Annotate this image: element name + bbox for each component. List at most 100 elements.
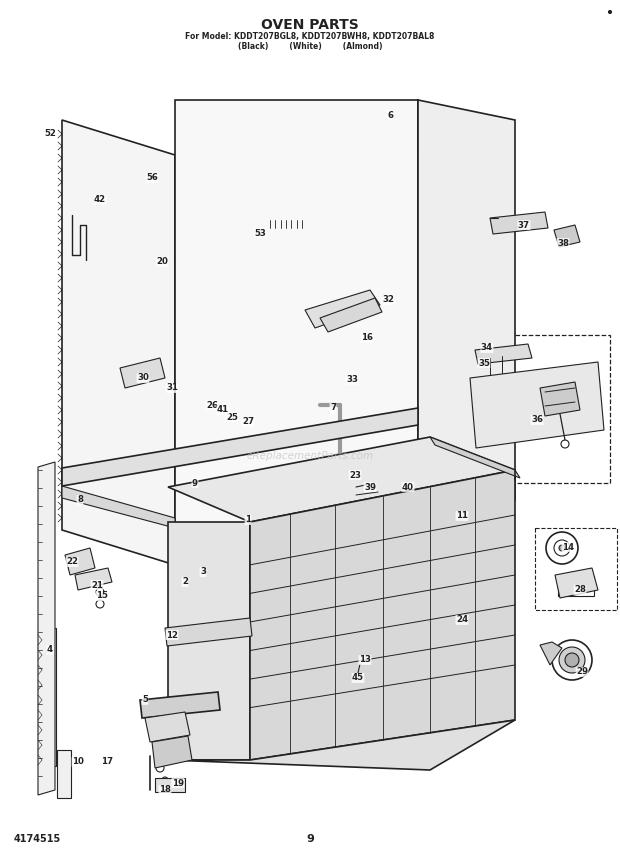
Polygon shape: [65, 548, 95, 575]
Text: 16: 16: [361, 333, 373, 343]
Text: 33: 33: [346, 375, 358, 385]
Text: 19: 19: [172, 778, 184, 788]
Bar: [558, 576, 594, 596]
Text: 37: 37: [518, 220, 530, 230]
Text: 30: 30: [137, 374, 149, 382]
Text: 26: 26: [206, 400, 218, 410]
Text: 14: 14: [562, 542, 574, 552]
Circle shape: [559, 545, 565, 551]
Text: 56: 56: [146, 174, 158, 183]
Text: 27: 27: [242, 418, 254, 426]
Text: 4: 4: [47, 646, 53, 654]
Text: 52: 52: [44, 128, 56, 138]
Polygon shape: [540, 642, 562, 665]
Polygon shape: [175, 100, 418, 565]
Text: 31: 31: [166, 383, 178, 393]
Polygon shape: [168, 522, 250, 760]
Text: 34: 34: [481, 344, 493, 352]
Circle shape: [608, 10, 611, 14]
Text: 7: 7: [330, 404, 336, 412]
Text: 3: 3: [200, 567, 206, 577]
Text: 9: 9: [192, 479, 198, 487]
Bar: [178, 570, 190, 598]
Polygon shape: [165, 618, 252, 646]
Bar: [108, 390, 150, 410]
Text: (Black)        (White)        (Almond): (Black) (White) (Almond): [237, 42, 383, 51]
Bar: [112, 370, 130, 396]
Text: 15: 15: [96, 592, 108, 600]
Polygon shape: [62, 408, 418, 486]
Text: 4174515: 4174515: [14, 834, 61, 844]
Circle shape: [103, 316, 107, 320]
Polygon shape: [140, 692, 220, 718]
Text: 53: 53: [254, 228, 266, 238]
Polygon shape: [430, 437, 520, 478]
Bar: [170, 636, 218, 654]
Text: 39: 39: [364, 482, 376, 492]
Text: 18: 18: [159, 785, 171, 795]
Text: 22: 22: [66, 558, 78, 567]
Bar: [108, 335, 168, 380]
Circle shape: [565, 653, 579, 667]
Bar: [250, 393, 270, 407]
Text: 13: 13: [359, 655, 371, 665]
Polygon shape: [168, 437, 515, 522]
Polygon shape: [320, 298, 382, 332]
Bar: [268, 228, 306, 238]
Text: 17: 17: [101, 758, 113, 766]
Polygon shape: [470, 362, 604, 448]
Bar: [108, 365, 153, 385]
Text: 6: 6: [387, 110, 393, 120]
Polygon shape: [62, 120, 175, 565]
Text: 9: 9: [306, 834, 314, 844]
Text: 40: 40: [402, 482, 414, 492]
Bar: [57, 750, 71, 798]
Circle shape: [66, 208, 70, 212]
Text: 24: 24: [456, 616, 468, 624]
Polygon shape: [475, 344, 532, 364]
Text: 42: 42: [94, 195, 106, 205]
Text: 23: 23: [349, 470, 361, 480]
Text: 21: 21: [91, 580, 103, 590]
Text: OVEN PARTS: OVEN PARTS: [261, 18, 359, 32]
Text: For Model: KDDT207BGL8, KDDT207BWH8, KDDT207BAL8: For Model: KDDT207BGL8, KDDT207BWH8, KDD…: [185, 32, 435, 41]
Bar: [232, 398, 250, 420]
Text: 20: 20: [156, 257, 168, 267]
Text: 45: 45: [352, 673, 364, 683]
Polygon shape: [540, 382, 580, 416]
Text: 29: 29: [576, 667, 588, 677]
Text: 1: 1: [245, 516, 251, 524]
Text: 8: 8: [77, 495, 83, 505]
Polygon shape: [490, 212, 548, 234]
Bar: [358, 338, 370, 346]
Polygon shape: [120, 358, 165, 388]
Polygon shape: [145, 712, 190, 742]
Polygon shape: [555, 568, 598, 598]
Text: 28: 28: [574, 585, 586, 594]
Bar: [215, 408, 231, 432]
Bar: [535, 528, 617, 610]
Bar: [126, 390, 148, 400]
Bar: [155, 778, 185, 792]
Circle shape: [457, 615, 467, 625]
Bar: [490, 385, 535, 420]
Circle shape: [506, 398, 514, 406]
Text: 38: 38: [557, 238, 569, 247]
Polygon shape: [168, 720, 515, 770]
Text: 10: 10: [72, 758, 84, 766]
Polygon shape: [75, 568, 112, 590]
Text: 32: 32: [382, 295, 394, 305]
Circle shape: [359, 304, 367, 312]
Text: 5: 5: [142, 696, 148, 704]
Text: 41: 41: [217, 406, 229, 414]
Text: 11: 11: [456, 511, 468, 521]
Text: 12: 12: [166, 630, 178, 640]
Polygon shape: [62, 486, 175, 528]
Bar: [38, 628, 56, 766]
Polygon shape: [554, 225, 580, 247]
Polygon shape: [38, 462, 55, 795]
Bar: [222, 388, 250, 406]
Bar: [462, 335, 610, 483]
Polygon shape: [305, 290, 380, 328]
Circle shape: [559, 647, 585, 673]
